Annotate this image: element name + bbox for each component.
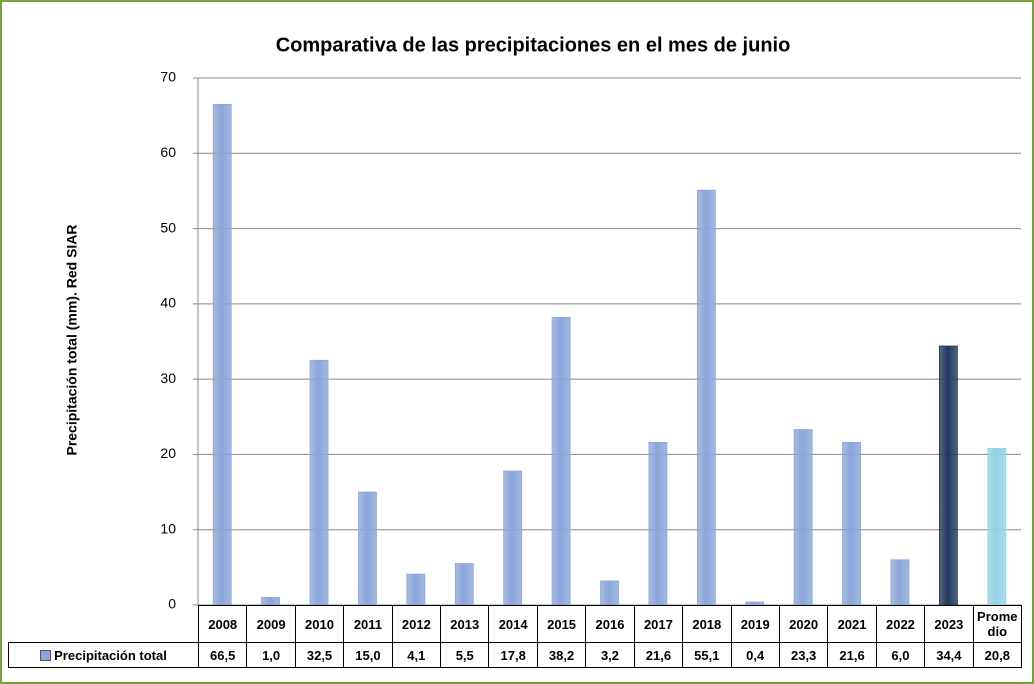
x-tick-label: 2011 xyxy=(343,605,393,643)
data-label: 32,5 xyxy=(294,642,345,668)
x-tick-label: 2018 xyxy=(682,605,732,643)
bar xyxy=(406,573,426,606)
x-tick-label: 2009 xyxy=(246,605,296,643)
legend-swatch xyxy=(40,649,52,661)
y-axis-label: Precipitación total (mm). Red SIAR xyxy=(64,224,80,455)
y-tick-label: 30 xyxy=(160,370,176,386)
data-label: 17,8 xyxy=(488,642,538,668)
x-tick-label: 2008 xyxy=(198,605,248,643)
y-tick-label: 70 xyxy=(160,69,176,85)
data-label: 23,3 xyxy=(778,642,829,668)
bar xyxy=(938,345,958,606)
data-label: 4,1 xyxy=(391,642,442,668)
x-tick-label: 2012 xyxy=(391,605,442,643)
x-tick-label: 2015 xyxy=(536,605,587,643)
bar xyxy=(696,189,716,606)
x-tick-label: 2023 xyxy=(924,605,974,643)
x-tick-label: 2021 xyxy=(827,605,877,643)
y-tick-label: 40 xyxy=(160,295,176,311)
x-tick-label: 2010 xyxy=(294,605,345,643)
chart-title: Comparativa de las precipitaciones en el… xyxy=(276,34,791,56)
bar xyxy=(212,103,232,606)
data-label: 21,6 xyxy=(633,642,684,668)
bar xyxy=(600,580,619,606)
bar xyxy=(793,429,813,606)
bar xyxy=(551,317,571,606)
bar xyxy=(503,470,523,606)
data-label: 3,2 xyxy=(585,642,635,668)
y-tick-label: 60 xyxy=(160,144,176,160)
data-label: 66,5 xyxy=(198,642,248,668)
bar xyxy=(309,359,329,606)
x-tick-label: 2014 xyxy=(488,605,538,643)
x-tick-label: 2019 xyxy=(730,605,780,643)
bar xyxy=(261,597,281,606)
y-tick-label: 10 xyxy=(160,520,176,536)
y-tick-label: 50 xyxy=(160,219,176,235)
bar xyxy=(842,441,861,606)
bar xyxy=(454,563,474,606)
data-label: 15,0 xyxy=(343,642,393,668)
data-label: 1,0 xyxy=(246,642,296,668)
data-label: 20,8 xyxy=(972,642,1022,668)
x-tick-label: 2020 xyxy=(778,605,829,643)
bar xyxy=(648,441,668,606)
data-label: 0,4 xyxy=(730,642,780,668)
x-tick-label: 2016 xyxy=(585,605,635,643)
x-tick-label: 2013 xyxy=(440,605,490,643)
bar xyxy=(987,448,1007,606)
x-tick-label: Promedio xyxy=(972,605,1022,643)
y-tick-label: 0 xyxy=(168,596,176,612)
x-tick-label: 2017 xyxy=(633,605,684,643)
bar xyxy=(358,491,377,606)
legend-entry: Precipitación total xyxy=(8,642,199,668)
data-label: 34,4 xyxy=(924,642,974,668)
data-label: 21,6 xyxy=(827,642,877,668)
y-tick-label: 20 xyxy=(160,445,176,461)
data-label: 6,0 xyxy=(875,642,926,668)
data-label: 55,1 xyxy=(682,642,732,668)
data-label: 5,5 xyxy=(440,642,490,668)
data-label: 38,2 xyxy=(536,642,587,668)
bar xyxy=(890,559,910,606)
x-tick-label: 2022 xyxy=(875,605,926,643)
